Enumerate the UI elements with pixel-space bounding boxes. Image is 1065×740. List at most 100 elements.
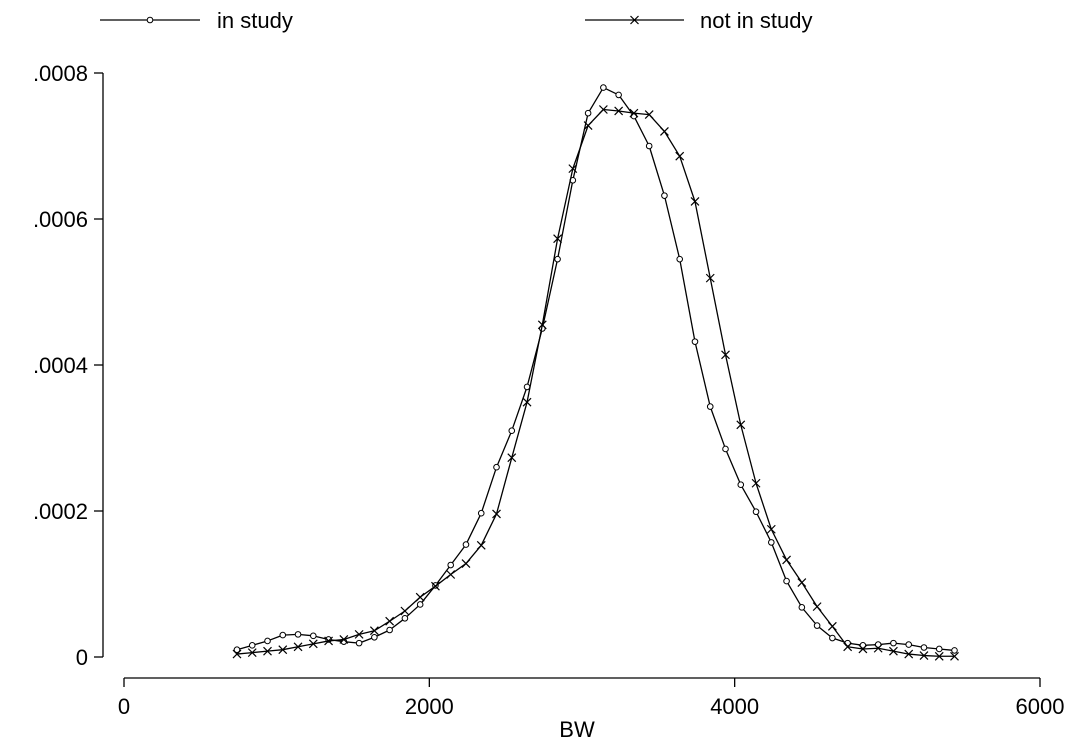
x-point-stroke — [400, 606, 410, 616]
x-point-stroke — [278, 645, 288, 655]
plot-area — [232, 84, 959, 661]
x-point-stroke — [766, 524, 776, 534]
x-point-stroke — [919, 651, 929, 660]
circle-point — [584, 109, 592, 117]
legend-marker-stroke — [630, 15, 639, 25]
x-tick-label: 4000 — [710, 694, 759, 719]
x-point — [827, 621, 837, 631]
y-tick-label: .0004 — [33, 353, 88, 378]
x-point-stroke — [293, 642, 303, 652]
x-point-stroke — [553, 234, 562, 244]
x-point-stroke — [904, 649, 914, 659]
circle-point — [386, 626, 393, 634]
x-point — [461, 559, 471, 568]
circle-point — [905, 641, 913, 648]
x-point — [889, 646, 898, 656]
x-point — [705, 273, 715, 283]
x-point — [492, 509, 501, 519]
circle-point — [493, 463, 500, 471]
x-point-stroke — [843, 642, 853, 652]
circle-point — [279, 631, 287, 639]
circle-point — [783, 577, 790, 585]
legend-item: not in study — [585, 8, 813, 33]
x-point-stroke — [247, 648, 257, 658]
x-point — [812, 602, 822, 612]
x-point-stroke — [598, 105, 608, 114]
x-point — [873, 643, 883, 653]
x-point-stroke — [537, 320, 547, 330]
x-point — [797, 578, 807, 587]
circle-point — [737, 481, 745, 489]
x-point — [415, 592, 425, 602]
x-point-stroke — [644, 110, 654, 120]
x-point-stroke — [461, 559, 471, 568]
circle-point — [722, 445, 729, 453]
x-point — [660, 126, 669, 136]
legend-marker — [630, 15, 639, 25]
x-point — [431, 581, 440, 591]
circle-point — [874, 641, 882, 648]
x-point — [858, 644, 868, 654]
x-point-stroke — [690, 197, 700, 206]
x-point — [919, 651, 929, 660]
x-point — [583, 121, 593, 130]
circle-point — [600, 84, 607, 91]
x-point-stroke — [431, 581, 440, 591]
x-point-stroke — [522, 397, 532, 407]
x-point — [629, 108, 639, 118]
x-point-stroke — [858, 644, 868, 654]
circle-point — [310, 632, 317, 640]
x-point-stroke — [950, 651, 959, 661]
x-point-stroke — [629, 108, 639, 118]
x-point — [675, 151, 685, 161]
circle-point — [676, 255, 684, 263]
legend-item: in study — [100, 8, 293, 33]
circle-point — [371, 633, 378, 641]
x-point — [736, 420, 746, 430]
x-point-stroke — [705, 273, 715, 283]
circle-point — [294, 631, 302, 638]
x-point-stroke — [324, 636, 333, 646]
x-axis-title: BW — [559, 717, 595, 740]
x-point-stroke — [782, 555, 791, 565]
legend-marker — [146, 16, 154, 24]
x-point-stroke — [614, 106, 624, 116]
x-point-stroke — [385, 616, 395, 626]
x-point-stroke — [675, 151, 685, 161]
series-line — [236, 108, 955, 657]
x-point — [766, 524, 776, 534]
circle-point — [447, 561, 455, 569]
y-tick-label: .0002 — [33, 499, 88, 524]
x-point — [934, 651, 944, 661]
circle-point — [798, 604, 806, 611]
x-point — [247, 648, 257, 658]
x-point-stroke — [308, 639, 318, 649]
x-point-stroke — [476, 540, 486, 550]
x-point-stroke — [873, 643, 883, 653]
circle-point — [813, 622, 821, 629]
circle-point — [829, 634, 836, 642]
y-tick-label: .0006 — [33, 207, 88, 232]
circle-point — [752, 508, 760, 516]
x-point — [278, 645, 288, 655]
x-point-stroke — [889, 646, 898, 656]
x-point — [644, 110, 654, 120]
circle-point — [859, 642, 867, 649]
x-point — [690, 197, 700, 206]
x-point-stroke — [812, 602, 822, 612]
x-point — [400, 606, 410, 616]
x-point — [446, 570, 456, 579]
x-tick-label: 2000 — [405, 694, 454, 719]
x-tick-label: 6000 — [1016, 694, 1065, 719]
y-tick-label: 0 — [76, 645, 88, 670]
x-point — [904, 649, 914, 659]
x-point-stroke — [492, 509, 501, 519]
circle-point — [508, 427, 516, 435]
x-point — [324, 636, 333, 646]
x-point-stroke — [934, 651, 944, 661]
circle-point — [691, 338, 699, 345]
circle-point — [554, 255, 561, 263]
x-point — [568, 164, 578, 174]
x-point — [354, 629, 364, 639]
